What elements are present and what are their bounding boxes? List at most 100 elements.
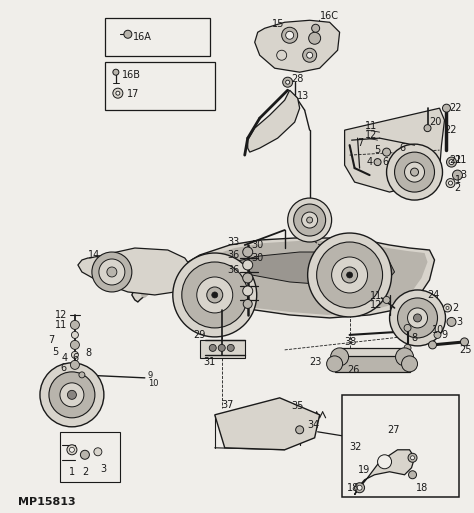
Text: 7: 7 bbox=[48, 335, 54, 345]
Text: 38: 38 bbox=[345, 337, 357, 347]
Circle shape bbox=[243, 260, 253, 270]
Text: 18: 18 bbox=[416, 483, 428, 493]
Circle shape bbox=[378, 455, 392, 469]
Text: 22: 22 bbox=[449, 103, 462, 113]
Text: 24: 24 bbox=[428, 290, 440, 300]
Bar bbox=[105, 18, 210, 56]
Circle shape bbox=[331, 348, 348, 366]
Circle shape bbox=[350, 433, 359, 442]
Text: 22: 22 bbox=[445, 125, 457, 135]
Text: 16A: 16A bbox=[133, 32, 152, 42]
Text: 23: 23 bbox=[310, 357, 322, 367]
Polygon shape bbox=[78, 248, 195, 295]
Text: 12: 12 bbox=[365, 130, 377, 140]
Text: 9: 9 bbox=[148, 371, 153, 380]
Text: 6: 6 bbox=[72, 353, 78, 363]
Circle shape bbox=[99, 259, 125, 285]
Text: 32: 32 bbox=[350, 442, 362, 452]
Circle shape bbox=[173, 253, 257, 337]
Circle shape bbox=[243, 286, 253, 296]
Circle shape bbox=[286, 31, 294, 40]
Circle shape bbox=[303, 48, 317, 62]
Circle shape bbox=[401, 356, 418, 372]
Circle shape bbox=[410, 168, 419, 176]
Text: 3: 3 bbox=[456, 317, 463, 327]
Text: 4: 4 bbox=[62, 353, 68, 363]
Text: 4: 4 bbox=[366, 157, 373, 167]
Text: 27: 27 bbox=[388, 425, 400, 435]
Text: 11: 11 bbox=[55, 320, 67, 330]
Text: 30: 30 bbox=[252, 253, 264, 263]
Circle shape bbox=[408, 453, 417, 462]
Text: 5: 5 bbox=[374, 145, 381, 155]
Circle shape bbox=[81, 450, 90, 459]
Polygon shape bbox=[345, 108, 445, 192]
Text: 36: 36 bbox=[228, 250, 240, 260]
Circle shape bbox=[387, 144, 443, 200]
Text: 21: 21 bbox=[455, 155, 467, 165]
Text: 8: 8 bbox=[85, 348, 91, 358]
Text: 30: 30 bbox=[252, 240, 264, 250]
Circle shape bbox=[277, 50, 287, 60]
Text: 6: 6 bbox=[60, 363, 66, 373]
Circle shape bbox=[404, 162, 425, 182]
Circle shape bbox=[107, 267, 117, 277]
Circle shape bbox=[207, 287, 223, 303]
Circle shape bbox=[404, 344, 411, 351]
Text: 1: 1 bbox=[455, 175, 461, 185]
Circle shape bbox=[383, 297, 390, 304]
Circle shape bbox=[288, 198, 332, 242]
Circle shape bbox=[113, 69, 119, 75]
Circle shape bbox=[383, 148, 391, 156]
Circle shape bbox=[448, 181, 453, 185]
Circle shape bbox=[296, 426, 304, 434]
Circle shape bbox=[355, 483, 365, 492]
Polygon shape bbox=[255, 21, 339, 72]
Text: 3: 3 bbox=[100, 464, 106, 474]
Polygon shape bbox=[248, 90, 300, 152]
Circle shape bbox=[404, 324, 411, 331]
Circle shape bbox=[428, 341, 437, 349]
Polygon shape bbox=[140, 241, 428, 315]
Polygon shape bbox=[132, 238, 435, 318]
Circle shape bbox=[409, 471, 417, 479]
Circle shape bbox=[243, 300, 252, 308]
Text: 16C: 16C bbox=[319, 11, 338, 21]
Text: 2: 2 bbox=[82, 467, 88, 477]
Circle shape bbox=[243, 247, 253, 257]
Circle shape bbox=[390, 290, 446, 346]
Circle shape bbox=[434, 331, 441, 339]
Text: 33: 33 bbox=[228, 237, 240, 247]
Text: 9: 9 bbox=[441, 330, 447, 340]
Text: 29: 29 bbox=[193, 330, 205, 340]
Circle shape bbox=[67, 445, 77, 455]
Circle shape bbox=[71, 321, 80, 329]
Circle shape bbox=[449, 160, 454, 165]
Text: 11: 11 bbox=[365, 121, 377, 131]
Text: 21: 21 bbox=[449, 155, 462, 165]
Text: MP15813: MP15813 bbox=[18, 497, 76, 507]
Circle shape bbox=[357, 485, 362, 490]
Circle shape bbox=[301, 212, 318, 228]
Circle shape bbox=[307, 52, 313, 58]
Text: 35: 35 bbox=[292, 401, 304, 411]
Text: 17: 17 bbox=[127, 89, 139, 99]
Circle shape bbox=[92, 252, 132, 292]
Text: 1: 1 bbox=[69, 467, 75, 477]
Circle shape bbox=[398, 298, 438, 338]
Text: 19: 19 bbox=[357, 465, 370, 475]
Circle shape bbox=[424, 125, 431, 132]
Circle shape bbox=[197, 277, 233, 313]
Circle shape bbox=[49, 372, 95, 418]
Text: 36: 36 bbox=[228, 265, 240, 275]
Text: 16B: 16B bbox=[122, 70, 141, 80]
Circle shape bbox=[209, 344, 216, 351]
Circle shape bbox=[71, 341, 80, 349]
Circle shape bbox=[446, 306, 449, 309]
Circle shape bbox=[71, 361, 80, 369]
Circle shape bbox=[327, 356, 343, 372]
Text: 10: 10 bbox=[148, 379, 158, 388]
Text: 10: 10 bbox=[431, 325, 444, 335]
Bar bbox=[105, 62, 215, 110]
Circle shape bbox=[460, 338, 468, 346]
